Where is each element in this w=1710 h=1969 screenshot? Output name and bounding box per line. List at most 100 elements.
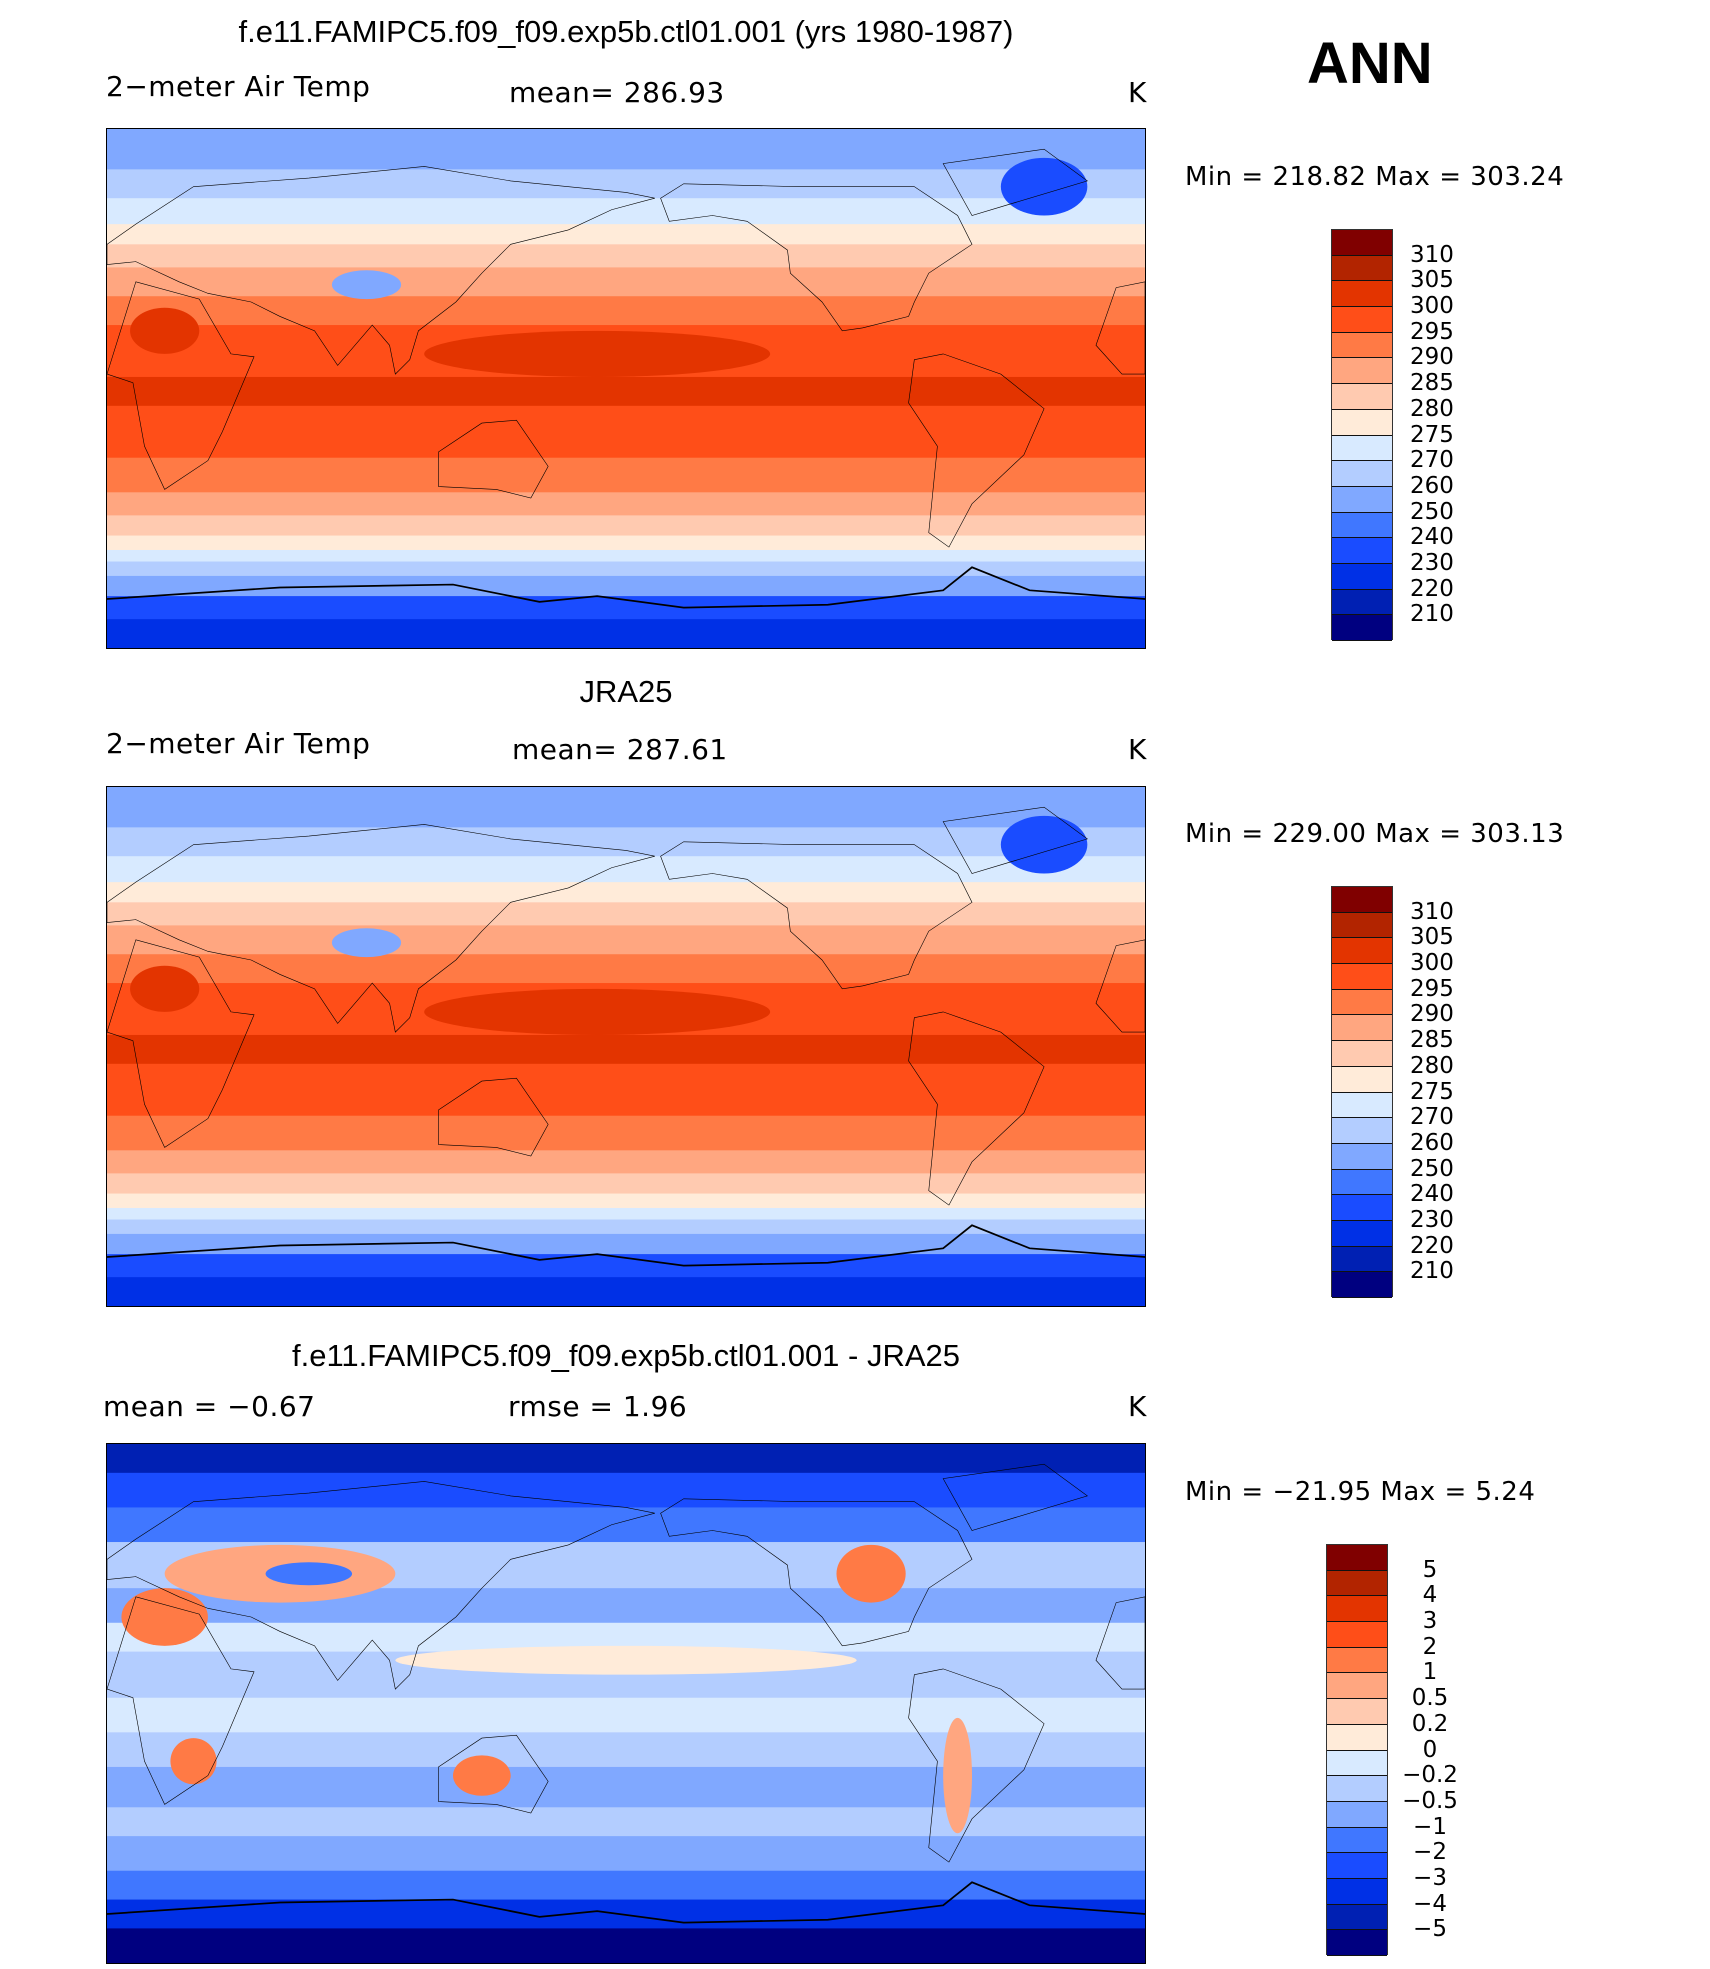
colorbar-label: 230 <box>1410 549 1454 576</box>
contour-band <box>107 619 1145 648</box>
colorbar-segment <box>1332 938 1392 965</box>
colorbar-segment <box>1332 1220 1392 1247</box>
colorbar-segment <box>1332 1169 1392 1196</box>
colorbar-label: 230 <box>1410 1206 1454 1233</box>
panel3-rmse-label: rmse = 1.96 <box>508 1390 688 1423</box>
contour-band <box>107 198 1145 226</box>
contour-band <box>107 1150 1145 1175</box>
colorbar-segment <box>1332 1066 1392 1093</box>
panel1-minmax: Min = 218.82 Max = 303.24 <box>1185 162 1565 192</box>
panel3-minmax: Min = −21.95 Max = 5.24 <box>1185 1477 1536 1507</box>
contour-band <box>107 1807 1145 1838</box>
contour-band <box>107 1472 1145 1509</box>
contour-band <box>107 902 1145 927</box>
contour-band <box>107 1732 1145 1769</box>
colorbar-label: 210 <box>1410 1258 1454 1285</box>
colorbar-segment <box>1332 1143 1392 1170</box>
colorbar-label: −1 <box>1413 1813 1447 1840</box>
colorbar-segment <box>1332 461 1392 487</box>
contour-band <box>107 1034 1145 1066</box>
colorbar-label: 300 <box>1410 950 1454 977</box>
colorbar-segment <box>1332 1041 1392 1067</box>
contour-band <box>107 1233 1145 1256</box>
contour-band <box>107 457 1145 494</box>
colorbar-label: 310 <box>1410 898 1454 925</box>
contour-band <box>107 1219 1145 1236</box>
coastline-antarctica <box>107 566 1145 609</box>
panel3-title: f.e11.FAMIPC5.f09_f09.exp5b.ctl01.001 - … <box>291 1338 961 1373</box>
colorbar-segment <box>1332 538 1392 564</box>
colorbar-segment <box>1332 1092 1392 1119</box>
coastline-samerica <box>909 1012 1045 1205</box>
contour-band <box>107 1444 1145 1475</box>
contour-band <box>107 244 1145 269</box>
coastline-australia <box>439 1735 549 1813</box>
colorbar-label: 260 <box>1410 1129 1454 1156</box>
colorbar-segment <box>1332 563 1392 590</box>
colorbar-label: 4 <box>1422 1582 1438 1609</box>
contour-band <box>107 515 1145 537</box>
contour-band <box>107 1928 1145 1963</box>
colorbar-label: 1 <box>1422 1659 1438 1686</box>
colorbar-segment <box>1327 1622 1387 1648</box>
anomaly-contour <box>121 1588 208 1646</box>
colorbar-label: −2 <box>1413 1839 1447 1866</box>
colorbar-label: 0.5 <box>1411 1685 1449 1712</box>
colorbar-label: −4 <box>1413 1890 1447 1917</box>
colorbar-label: 3 <box>1422 1608 1438 1635</box>
tibet-cold-contour <box>331 270 402 300</box>
contour-band <box>107 169 1145 200</box>
contour-band <box>107 1697 1145 1734</box>
colorbar-segment <box>1327 1878 1387 1905</box>
colorbar-label: −0.2 <box>1402 1762 1458 1789</box>
contour-band <box>107 1836 1145 1873</box>
colorbar-label: 220 <box>1410 575 1454 602</box>
colorbar-segment <box>1327 1647 1387 1674</box>
colorbar-segment <box>1332 281 1392 308</box>
contour-band <box>107 376 1145 408</box>
colorbar-segment <box>1332 307 1392 333</box>
colorbar-segment <box>1327 1904 1387 1931</box>
greenland-cold-contour <box>1000 815 1088 874</box>
colorbar-label: 300 <box>1410 293 1454 320</box>
coastline-australia <box>439 420 549 498</box>
panel1-title: f.e11.FAMIPC5.f09_f09.exp5b.ctl01.001 (y… <box>238 14 1014 49</box>
colorbar-label: 210 <box>1410 601 1454 628</box>
contour-band <box>107 856 1145 884</box>
panel3-map <box>106 1443 1146 1964</box>
contour-band <box>107 561 1145 578</box>
panel1-units: K <box>1128 76 1147 109</box>
colorbar-label: 290 <box>1410 1001 1454 1028</box>
contour-band <box>107 492 1145 517</box>
colorbar-segment <box>1332 1015 1392 1042</box>
colorbar-segment <box>1332 358 1392 385</box>
colorbar-label: 0 <box>1422 1736 1438 1763</box>
panel2-units: K <box>1128 733 1147 766</box>
panel1-map <box>106 128 1146 649</box>
colorbar-label: 280 <box>1410 1052 1454 1079</box>
colorbar-segment <box>1332 1195 1392 1221</box>
anomaly-contour <box>943 1717 972 1834</box>
panel2-minmax: Min = 229.00 Max = 303.13 <box>1185 819 1565 849</box>
panel1-colorbar <box>1331 229 1393 641</box>
contour-band <box>107 925 1145 956</box>
greenland-cold-contour <box>1000 157 1088 216</box>
panel2-map <box>106 786 1146 1307</box>
colorbar-segment <box>1332 384 1392 410</box>
colorbar-label: 275 <box>1410 1078 1454 1105</box>
panel2-variable-label: 2−meter Air Temp <box>106 727 371 760</box>
contour-band <box>107 575 1145 598</box>
colorbar-label: 305 <box>1410 924 1454 951</box>
colorbar-segment <box>1327 1853 1387 1879</box>
colorbar-segment <box>1332 409 1392 436</box>
colorbar-label: 250 <box>1410 1155 1454 1182</box>
colorbar-segment <box>1327 1673 1387 1700</box>
panel3-colorbar <box>1326 1544 1388 1956</box>
coastline-africa <box>107 282 254 490</box>
contour-band <box>107 549 1145 563</box>
colorbar-label: 0.2 <box>1411 1710 1449 1737</box>
coastline-africa <box>107 1597 254 1805</box>
panel3-units: K <box>1128 1390 1147 1423</box>
coastline-samerica <box>909 354 1045 547</box>
coastline-samerica <box>909 1669 1045 1862</box>
